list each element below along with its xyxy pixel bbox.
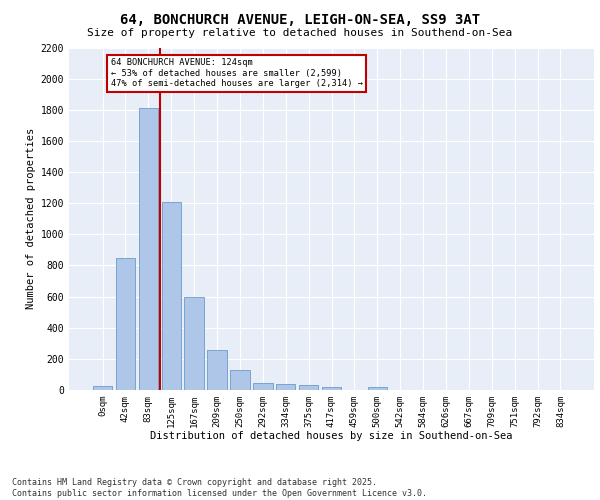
Text: Contains HM Land Registry data © Crown copyright and database right 2025.
Contai: Contains HM Land Registry data © Crown c… [12, 478, 427, 498]
Bar [230, 370, 250, 390]
Bar [299, 386, 319, 390]
Bar [184, 298, 204, 390]
Text: 64, BONCHURCH AVENUE, LEIGH-ON-SEA, SS9 3AT: 64, BONCHURCH AVENUE, LEIGH-ON-SEA, SS9 … [120, 12, 480, 26]
Text: 64 BONCHURCH AVENUE: 124sqm
← 53% of detached houses are smaller (2,599)
47% of : 64 BONCHURCH AVENUE: 124sqm ← 53% of det… [110, 58, 362, 88]
Bar [322, 387, 341, 390]
Bar [93, 386, 112, 390]
Bar [139, 108, 158, 390]
Y-axis label: Number of detached properties: Number of detached properties [26, 128, 37, 310]
Bar [368, 387, 387, 390]
X-axis label: Distribution of detached houses by size in Southend-on-Sea: Distribution of detached houses by size … [150, 432, 513, 442]
Bar [276, 384, 295, 390]
Bar [253, 382, 272, 390]
Bar [208, 350, 227, 390]
Bar [161, 202, 181, 390]
Bar [116, 258, 135, 390]
Text: Size of property relative to detached houses in Southend-on-Sea: Size of property relative to detached ho… [88, 28, 512, 38]
